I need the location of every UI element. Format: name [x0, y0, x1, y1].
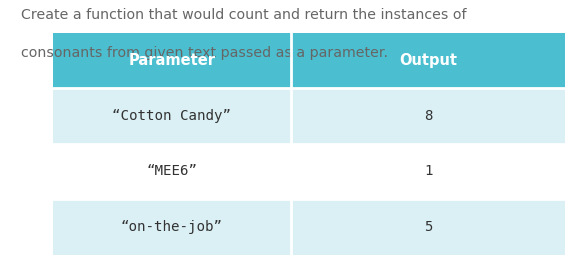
Text: 1: 1	[424, 164, 432, 178]
Text: consonants from given text passed as a parameter.: consonants from given text passed as a p…	[21, 46, 387, 60]
Text: “MEE6”: “MEE6”	[146, 164, 197, 178]
Text: “Cotton Candy”: “Cotton Candy”	[113, 109, 231, 123]
Text: 8: 8	[424, 109, 432, 123]
Text: “on-the-job”: “on-the-job”	[121, 220, 223, 234]
Text: Create a function that would count and return the instances of: Create a function that would count and r…	[21, 8, 466, 22]
Text: Parameter: Parameter	[128, 53, 216, 68]
Text: Output: Output	[399, 53, 457, 68]
Bar	[53, 33, 565, 88]
Bar	[53, 144, 565, 199]
Bar	[53, 199, 565, 255]
Bar	[53, 88, 565, 144]
Text: 5: 5	[424, 220, 432, 234]
